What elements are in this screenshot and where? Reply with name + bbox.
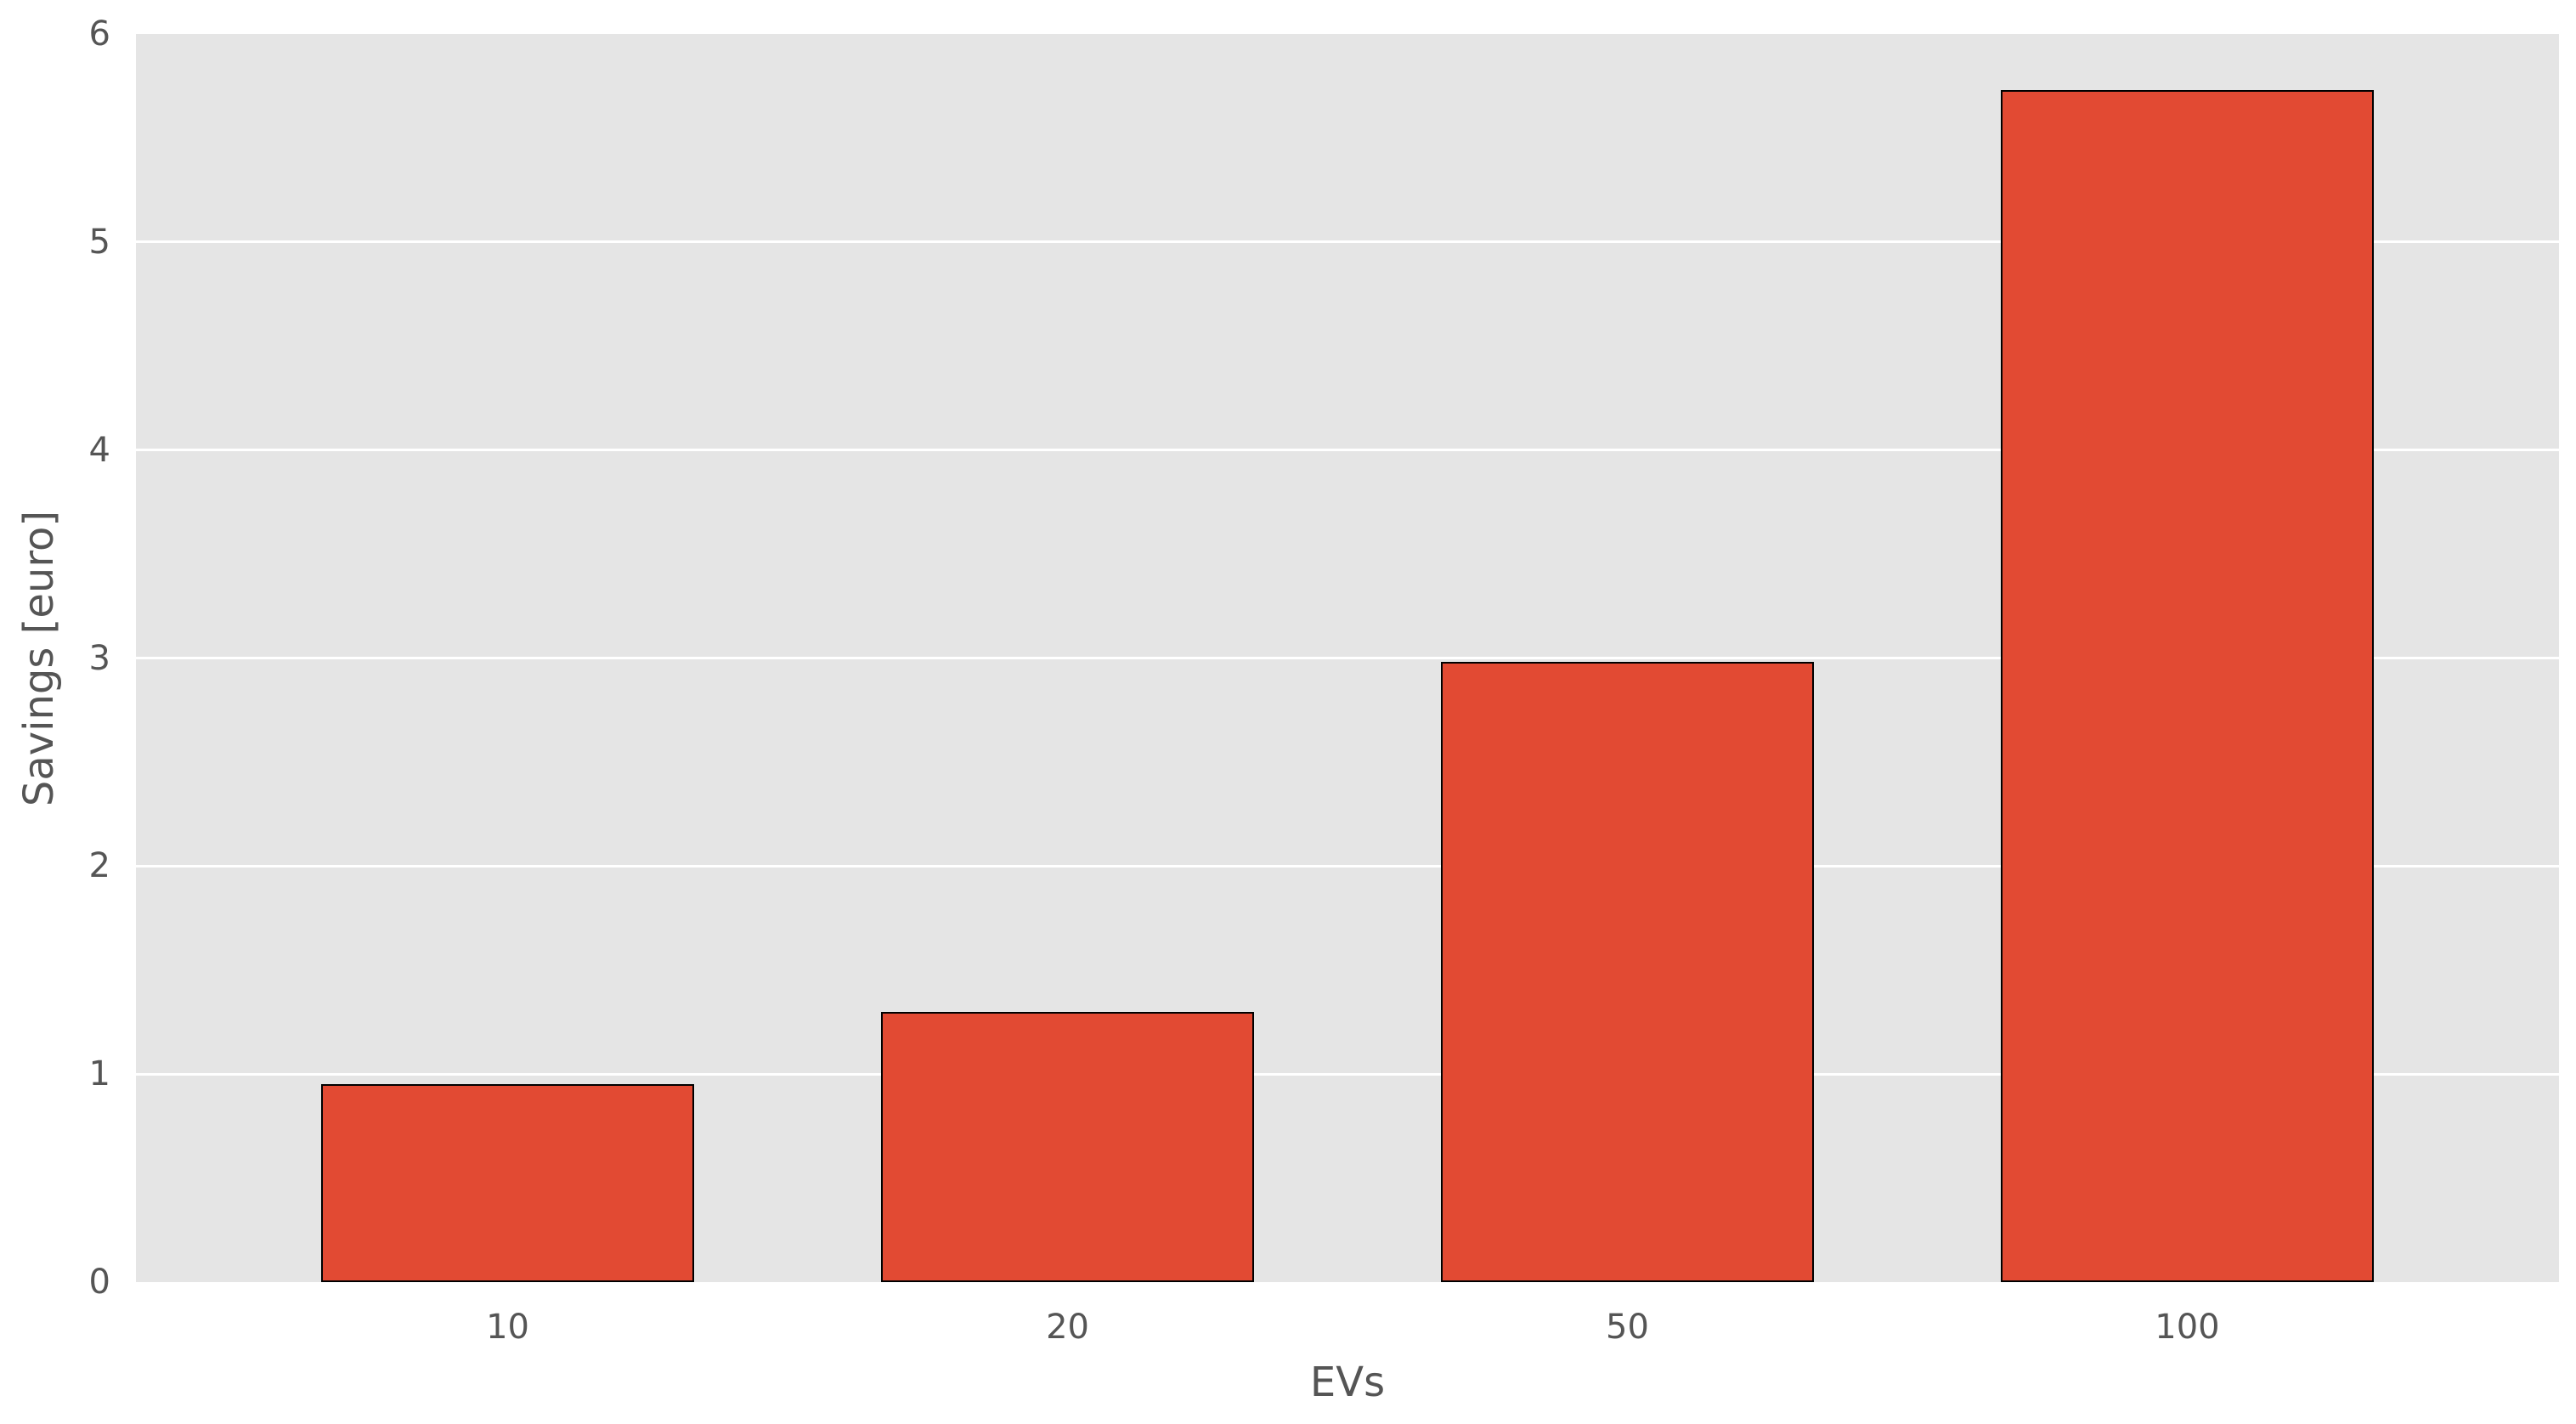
y-tick-label: 0 [88, 1263, 110, 1302]
bar [2000, 90, 2375, 1282]
bar [880, 1011, 1255, 1282]
y-tick-label: 3 [88, 638, 110, 678]
grid-line [136, 1072, 2559, 1076]
x-tick-label: 50 [1606, 1308, 1649, 1347]
grid-line [136, 449, 2559, 452]
y-tick-label: 1 [88, 1054, 110, 1094]
bar [320, 1084, 695, 1282]
plot-area [136, 34, 2559, 1282]
grid-line [136, 240, 2559, 244]
y-axis-label: Savings [euro] [15, 510, 63, 807]
y-tick-label: 6 [88, 14, 110, 54]
y-tick-label: 5 [88, 222, 110, 262]
x-tick-label: 10 [486, 1308, 529, 1347]
y-tick-label: 2 [88, 846, 110, 886]
y-tick-label: 4 [88, 430, 110, 470]
x-axis-label: EVs [1309, 1359, 1386, 1406]
grid-line [136, 864, 2559, 867]
bar [1440, 662, 1815, 1282]
grid-line [136, 657, 2559, 659]
x-tick-label: 20 [1046, 1308, 1089, 1347]
x-tick-label: 100 [2155, 1308, 2220, 1347]
